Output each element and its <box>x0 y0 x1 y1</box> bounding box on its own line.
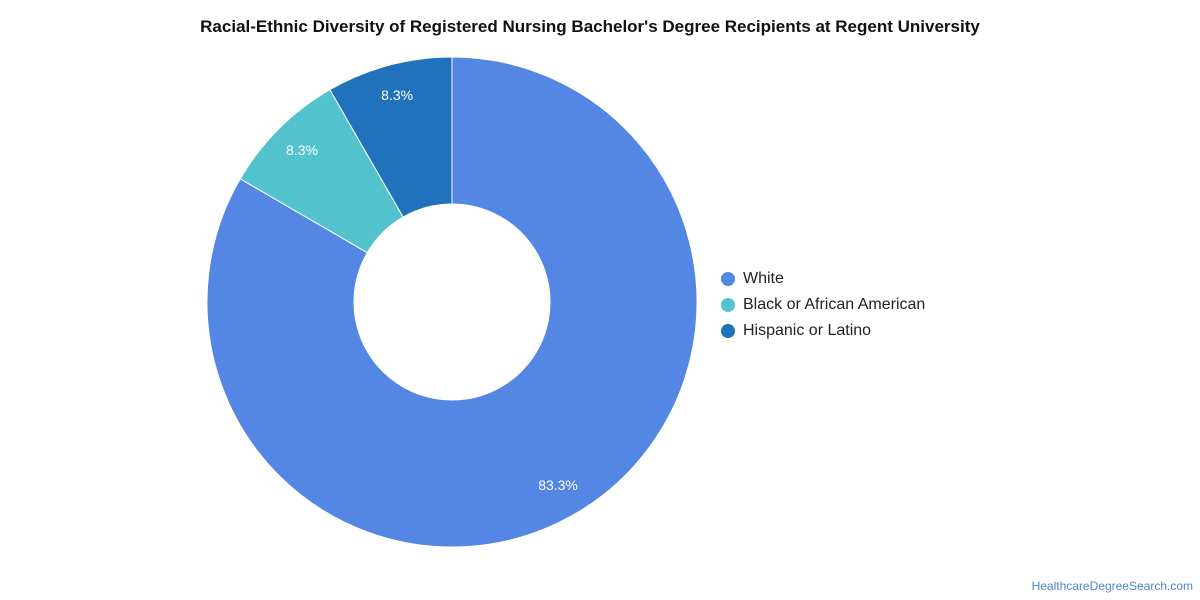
legend-marker-hispanic-or-latino <box>721 324 735 338</box>
legend-item-white[interactable]: White <box>721 266 925 292</box>
slice-label-hispanic-or-latino: 8.3% <box>381 87 413 103</box>
slice-white[interactable] <box>206 56 698 548</box>
slice-hispanic-or-latino[interactable] <box>329 56 453 218</box>
legend-label-white: White <box>743 270 784 287</box>
slice-label-white: 83.3% <box>538 477 578 493</box>
legend-marker-white <box>721 272 735 286</box>
chart-title: Racial-Ethnic Diversity of Registered Nu… <box>200 17 980 36</box>
legend-label-hispanic-or-latino: Hispanic or Latino <box>743 322 872 339</box>
legend-item-black-or-african-american[interactable]: Black or African American <box>721 292 925 318</box>
legend: White Black or African American Hispanic… <box>721 266 925 344</box>
source-link[interactable]: HealthcareDegreeSearch.com <box>1031 579 1193 593</box>
legend-marker-black-or-african-american <box>721 298 735 312</box>
legend-label-black-or-african-american: Black or African American <box>743 296 926 313</box>
legend-item-hispanic-or-latino[interactable]: Hispanic or Latino <box>721 318 925 344</box>
slice-label-black-or-african-american: 8.3% <box>286 142 318 158</box>
